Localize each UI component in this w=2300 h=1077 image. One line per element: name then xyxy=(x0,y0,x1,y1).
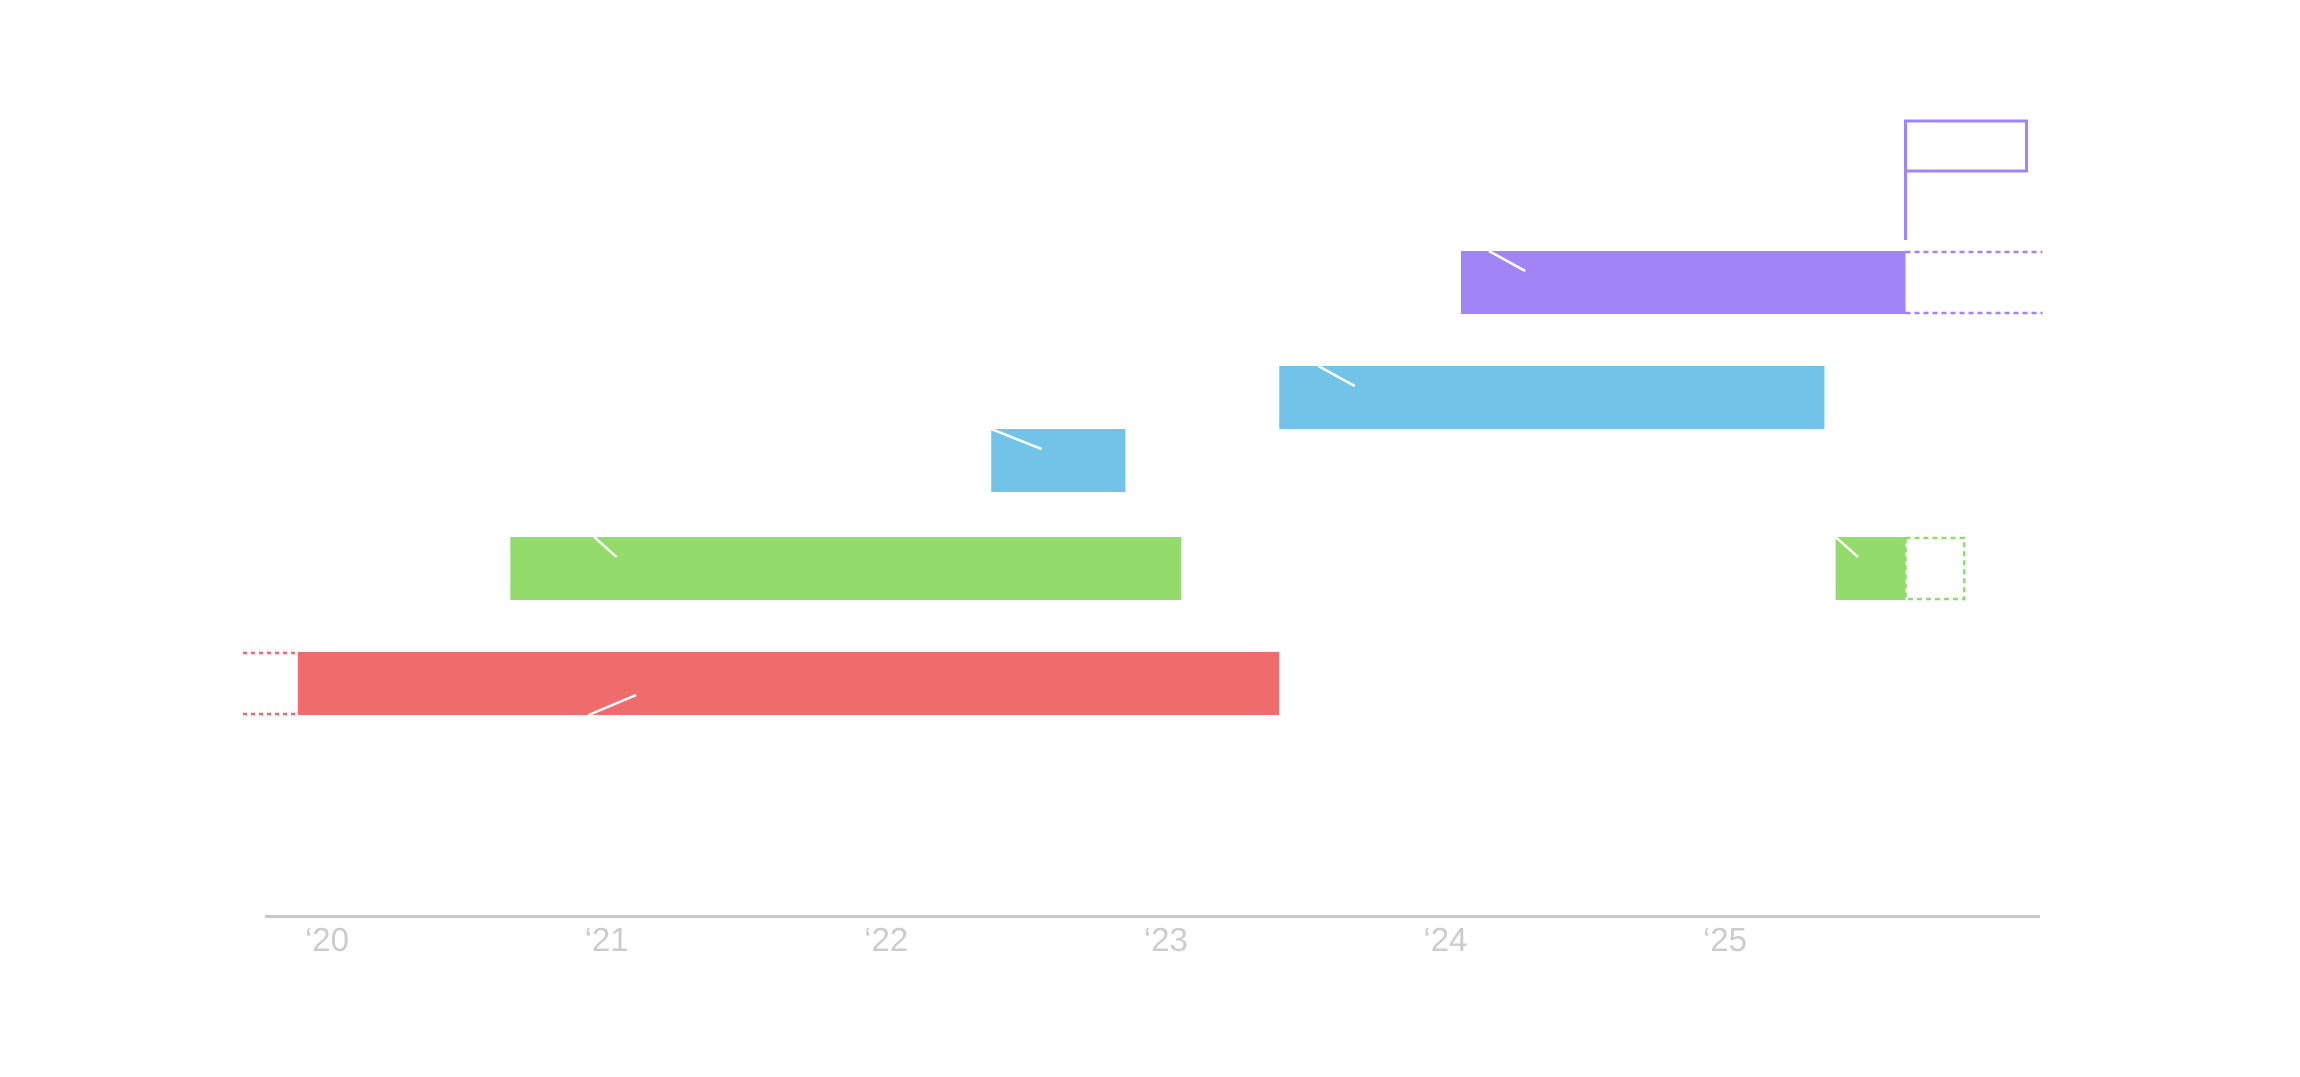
tick-label-2024: ‘24 xyxy=(1423,921,1467,958)
x-axis-tick-labels: ‘20 ‘21 ‘22 ‘23 ‘24 ‘25 xyxy=(305,921,1747,958)
period-0 xyxy=(243,651,1280,717)
period-bar-1 xyxy=(510,537,1182,600)
bars-layer xyxy=(243,249,2043,717)
period-1 xyxy=(510,536,1182,600)
tick-label-2025: ‘25 xyxy=(1703,921,1747,958)
period-3 xyxy=(990,427,1126,492)
flag-marker xyxy=(1904,119,2029,240)
period-accent-4 xyxy=(1317,364,1356,388)
tick-label-2020: ‘20 xyxy=(305,921,349,958)
period-bar-3 xyxy=(991,429,1126,492)
tick-label-2021: ‘21 xyxy=(585,921,629,958)
period-accent-1 xyxy=(593,536,618,558)
flag-banner xyxy=(1904,119,2029,173)
period-accent-2 xyxy=(1834,536,1859,558)
period-accent-5 xyxy=(1488,249,1526,273)
period-4 xyxy=(1279,364,1825,429)
period-accent-3 xyxy=(990,427,1043,451)
period-bar-5 xyxy=(1460,251,1906,314)
period-2 xyxy=(1834,536,1966,601)
tick-label-2022: ‘22 xyxy=(864,921,908,958)
period-5 xyxy=(1460,249,2043,315)
open-end-box-2 xyxy=(1904,536,1966,601)
period-bar-4 xyxy=(1279,366,1825,429)
tick-label-2023: ‘23 xyxy=(1144,921,1188,958)
period-accent-0 xyxy=(588,693,637,717)
period-bar-0 xyxy=(297,652,1280,715)
